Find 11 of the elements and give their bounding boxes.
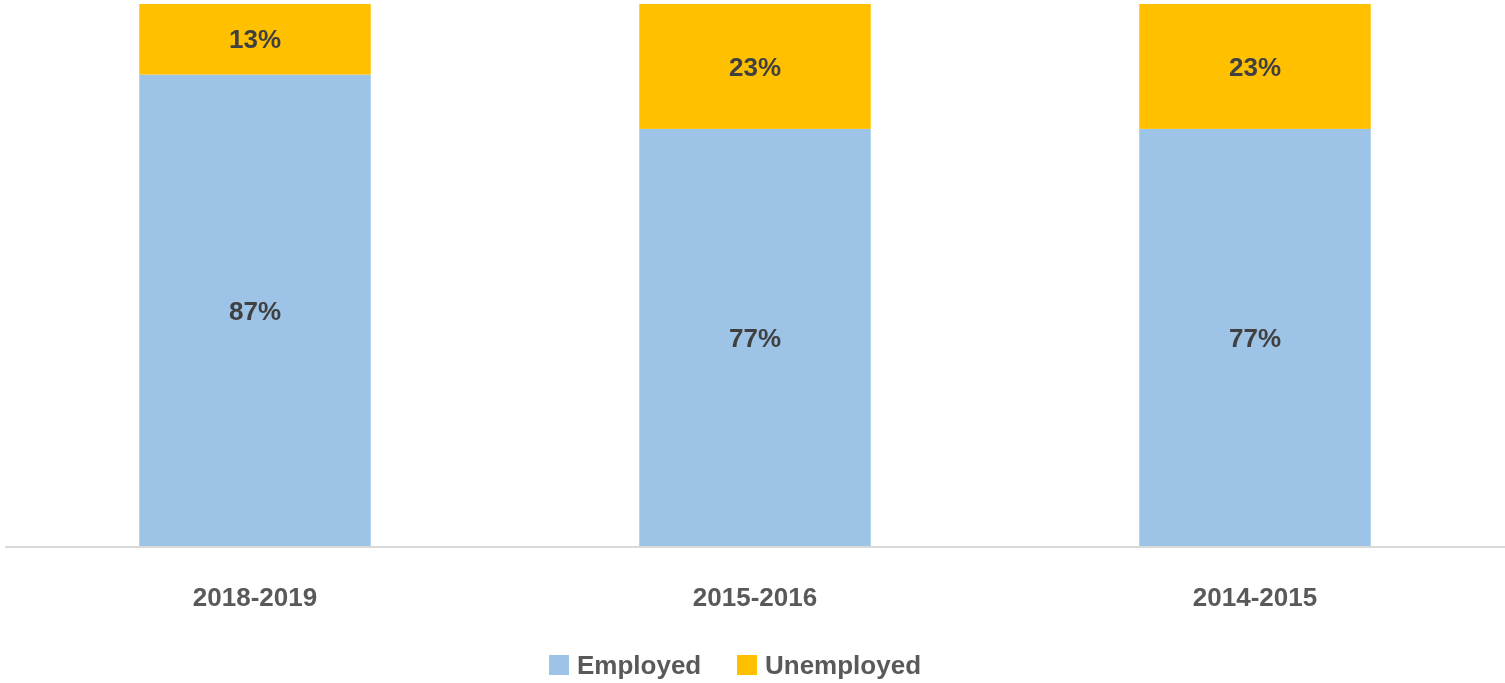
data-label: 77% (728, 323, 782, 354)
legend-label: Unemployed (765, 650, 922, 681)
data-label: 87% (228, 295, 282, 326)
data-label: 13% (228, 24, 282, 55)
x-tick-label: 2014-2015 (1192, 582, 1318, 613)
data-label: 23% (1228, 51, 1282, 82)
x-tick-label: 2018-2019 (192, 582, 318, 613)
data-label: 23% (728, 51, 782, 82)
data-label: 77% (1228, 323, 1282, 354)
x-tick-label: 2015-2016 (692, 582, 818, 613)
legend-label: Employed (577, 650, 702, 681)
